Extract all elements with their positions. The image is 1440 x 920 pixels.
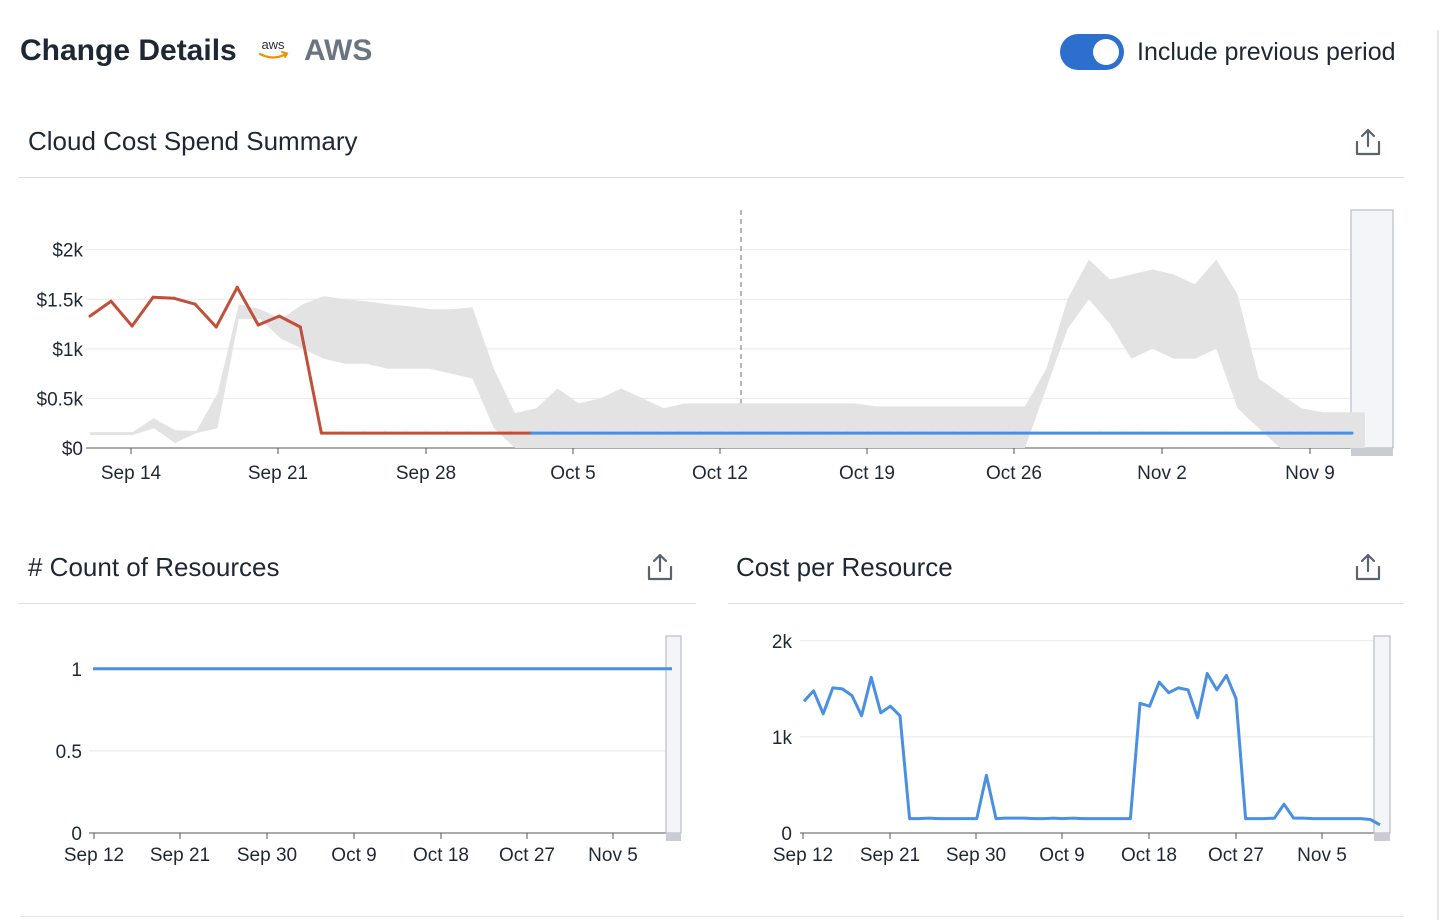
share-export-icon[interactable]: [644, 551, 676, 583]
x-tick-label: Nov 5: [588, 845, 638, 866]
range-brush-handle: [1351, 448, 1393, 456]
x-tick-label: Nov 5: [1297, 845, 1347, 866]
spend-summary-title: Cloud Cost Spend Summary: [28, 126, 358, 156]
series-line: [802, 672, 1381, 827]
y-tick-label: $0.5k: [37, 389, 84, 410]
x-tick-label: Nov 2: [1137, 463, 1187, 484]
y-tick-label: 0.5: [56, 742, 82, 763]
y-tick-label: $1.5k: [37, 290, 84, 311]
y-tick-label: 0: [71, 824, 82, 845]
x-tick-label: Sep 28: [396, 463, 456, 484]
x-tick-label: Nov 9: [1285, 463, 1335, 484]
x-tick-label: Sep 30: [237, 845, 297, 866]
aws-logo-icon: aws: [258, 37, 289, 59]
cost-per-resource-divider: [728, 603, 1404, 604]
series-segment: [172, 296, 197, 306]
header: Change Details aws AWS Include previous …: [20, 30, 1410, 76]
y-tick-label: $0: [62, 439, 83, 460]
cost-per-resource-title: Cost per Resource: [736, 552, 953, 582]
toggle-label: Include previous period: [1137, 38, 1396, 66]
spend-summary-divider: [18, 177, 1404, 178]
series-segment: [88, 299, 113, 318]
y-tick-label: 2k: [772, 632, 793, 653]
series-segment: [298, 325, 323, 435]
x-tick-label: Sep 21: [150, 845, 210, 866]
aws-logo-text: aws: [261, 37, 285, 52]
y-tick-label: 1: [71, 660, 82, 681]
x-tick-label: Oct 5: [550, 463, 595, 484]
page-title: Change Details: [20, 34, 237, 67]
series-segment: [130, 295, 155, 328]
x-tick-label: Sep 21: [248, 463, 308, 484]
provider-name: AWS: [304, 34, 373, 67]
count-resources-divider: [18, 603, 696, 604]
x-tick-label: Sep 30: [946, 845, 1006, 866]
series-segment: [256, 314, 281, 327]
previous-period-band: [90, 259, 1365, 448]
share-export-icon[interactable]: [1352, 551, 1384, 583]
share-export-icon[interactable]: [1352, 126, 1384, 158]
series-segment: [109, 299, 134, 328]
x-tick-label: Oct 27: [499, 845, 555, 866]
series-segment: [235, 285, 260, 327]
toggle-knob: [1093, 39, 1119, 65]
bottom-divider: [20, 916, 1404, 917]
range-brush-handle: [666, 833, 681, 841]
range-brush: [665, 635, 682, 834]
x-tick-label: Oct 18: [1121, 845, 1177, 866]
y-tick-label: $2k: [52, 241, 83, 262]
scroll-edge: [1437, 30, 1439, 920]
series-segment: [214, 285, 239, 329]
range-brush: [1350, 209, 1394, 449]
range-brush: [1373, 635, 1391, 834]
x-tick-label: Oct 27: [1208, 845, 1264, 866]
x-tick-label: Sep 12: [64, 845, 124, 866]
series-segment: [151, 295, 176, 300]
x-tick-label: Oct 9: [331, 845, 376, 866]
x-tick-label: Sep 21: [860, 845, 920, 866]
x-tick-label: Oct 26: [986, 463, 1042, 484]
series-segment: [277, 314, 302, 329]
range-brush-handle: [1374, 833, 1390, 841]
count-resources-title: # Count of Resources: [28, 552, 280, 582]
include-previous-period-toggle[interactable]: [1060, 34, 1124, 70]
y-tick-label: 1k: [772, 728, 793, 749]
x-tick-label: Oct 18: [413, 845, 469, 866]
x-tick-label: Oct 19: [839, 463, 895, 484]
series-segment: [193, 302, 218, 329]
y-tick-label: $1k: [52, 340, 83, 361]
x-tick-label: Sep 14: [101, 463, 162, 484]
x-tick-label: Oct 9: [1039, 845, 1084, 866]
y-tick-label: 0: [781, 824, 792, 845]
x-tick-label: Oct 12: [692, 463, 748, 484]
x-tick-label: Sep 12: [773, 845, 833, 866]
